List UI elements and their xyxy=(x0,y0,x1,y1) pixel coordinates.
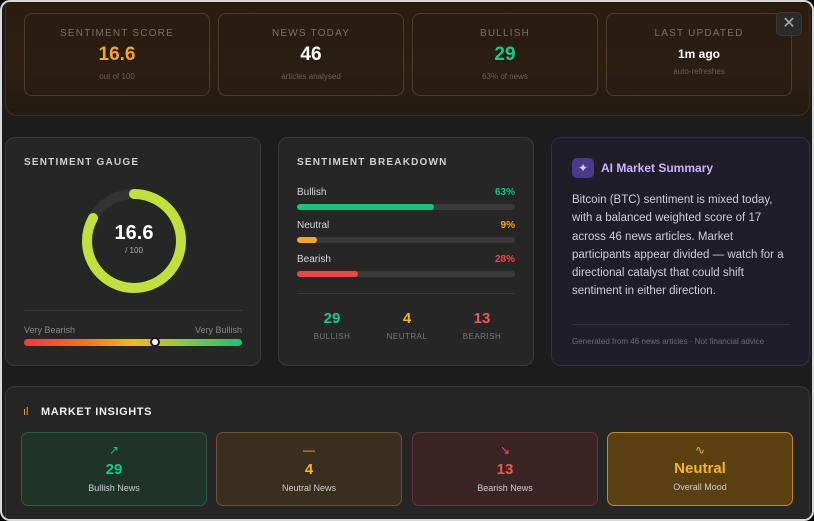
ai-summary-panel: ✦ AI Market Summary Bitcoin (BTC) sentim… xyxy=(551,137,810,366)
stat-sub: 63% of news xyxy=(482,72,528,81)
ai-summary-text: Bitcoin (BTC) sentiment is mixed today, … xyxy=(572,194,784,298)
sentiment-scale-bar xyxy=(24,339,242,346)
stat-last-updated: LAST UPDATED 1m ago auto-refreshes xyxy=(606,13,792,96)
stat-label: SENTIMENT SCORE xyxy=(60,28,174,39)
breakdown-row-bearish: Bearish 28% xyxy=(297,254,515,280)
count-value: 29 xyxy=(323,310,341,327)
trend-up-icon: ↗ xyxy=(108,443,120,457)
insight-value: 29 xyxy=(105,461,123,478)
stat-value: 16.6 xyxy=(98,44,136,65)
divider xyxy=(572,324,790,325)
gauge-fill xyxy=(82,189,186,293)
stat-value: 29 xyxy=(494,44,516,65)
divider xyxy=(297,293,515,294)
gauge-denominator: / 100 xyxy=(125,246,143,255)
insight-label: Bullish News xyxy=(88,483,140,493)
breakdown-pct: 63% xyxy=(494,187,515,198)
stats-band: SENTIMENT SCORE 16.6 out of 100 NEWS TOD… xyxy=(5,2,810,116)
breakdown-name: Neutral xyxy=(297,220,330,231)
count-label: NEUTRAL xyxy=(386,332,428,341)
panel-title: SENTIMENT BREAKDOWN xyxy=(297,157,448,168)
panel-title: SENTIMENT GAUGE xyxy=(24,157,140,168)
insight-value: 4 xyxy=(304,461,314,478)
stat-sub: out of 100 xyxy=(99,72,135,81)
stat-bullish: BULLISH 29 63% of news xyxy=(412,13,598,96)
market-insights-panel: ıl MARKET INSIGHTS ↗ 29 Bullish News — 4… xyxy=(5,386,810,519)
sentiment-breakdown-panel: SENTIMENT BREAKDOWN Bullish 63% Neutral … xyxy=(278,137,534,366)
insight-value: Neutral xyxy=(674,460,726,477)
insight-value: 13 xyxy=(496,461,514,478)
breakdown-row-neutral: Neutral 9% xyxy=(297,220,515,246)
breakdown-track xyxy=(297,237,515,243)
divider xyxy=(24,310,242,311)
breakdown-pct: 9% xyxy=(500,220,515,231)
insight-label: Overall Mood xyxy=(673,482,727,492)
scale-marker xyxy=(149,337,160,347)
count-bullish: 29 BULLISH xyxy=(302,310,362,341)
insights-title: MARKET INSIGHTS xyxy=(41,406,153,418)
insight-card-neutral: — 4 Neutral News xyxy=(216,432,402,506)
breakdown-fill xyxy=(297,271,359,277)
bar-chart-icon: ıl xyxy=(23,406,29,418)
trend-down-icon: ↘ xyxy=(499,443,511,457)
breakdown-pct: 28% xyxy=(494,254,515,265)
insight-card-mood: ∿ Neutral Overall Mood xyxy=(607,432,793,506)
close-icon[interactable]: ✕ xyxy=(776,12,802,36)
breakdown-row-bullish: Bullish 63% xyxy=(297,187,515,213)
stat-value: 1m ago xyxy=(677,47,720,61)
stat-news-today: NEWS TODAY 46 articles analysed xyxy=(218,13,404,96)
scale-right-label: Very Bullish xyxy=(194,325,242,335)
stat-label: NEWS TODAY xyxy=(271,28,351,39)
gauge-ring xyxy=(82,189,186,293)
stat-value: 46 xyxy=(300,44,322,65)
count-label: BEARISH xyxy=(462,332,502,341)
stat-sub: articles analysed xyxy=(281,72,341,81)
ai-summary-title: AI Market Summary xyxy=(601,161,714,175)
count-value: 13 xyxy=(473,310,491,327)
stat-label: LAST UPDATED xyxy=(654,28,744,39)
count-value: 4 xyxy=(402,310,412,327)
breakdown-name: Bearish xyxy=(297,254,331,265)
ai-summary-footer: Generated from 46 news articles · Not fi… xyxy=(572,337,765,346)
sparkle-icon: ✦ xyxy=(572,158,594,178)
breakdown-track xyxy=(297,271,515,277)
gauge-score: 16.6 xyxy=(114,222,154,244)
stat-sentiment-score: SENTIMENT SCORE 16.6 out of 100 xyxy=(24,13,210,96)
insight-card-bullish: ↗ 29 Bullish News xyxy=(21,432,207,506)
breakdown-fill xyxy=(297,204,435,210)
count-label: BULLISH xyxy=(313,332,351,341)
count-neutral: 4 NEUTRAL xyxy=(377,310,437,341)
dash-icon: — xyxy=(303,443,315,457)
insight-label: Neutral News xyxy=(281,483,337,493)
insight-label: Bearish News xyxy=(477,483,533,493)
sentiment-gauge: 16.6 / 100 xyxy=(79,186,189,296)
stat-sub: auto-refreshes xyxy=(673,67,725,76)
stat-label: BULLISH xyxy=(479,28,531,39)
sentiment-gauge-panel: SENTIMENT GAUGE 16.6 / 100 Very Bearish … xyxy=(5,137,261,366)
count-bearish: 13 BEARISH xyxy=(452,310,512,341)
breakdown-name: Bullish xyxy=(297,187,327,198)
breakdown-fill xyxy=(297,237,317,243)
pulse-icon: ∿ xyxy=(694,443,706,457)
insight-card-bearish: ↘ 13 Bearish News xyxy=(412,432,598,506)
scale-left-label: Very Bearish xyxy=(24,325,76,335)
breakdown-track xyxy=(297,204,515,210)
